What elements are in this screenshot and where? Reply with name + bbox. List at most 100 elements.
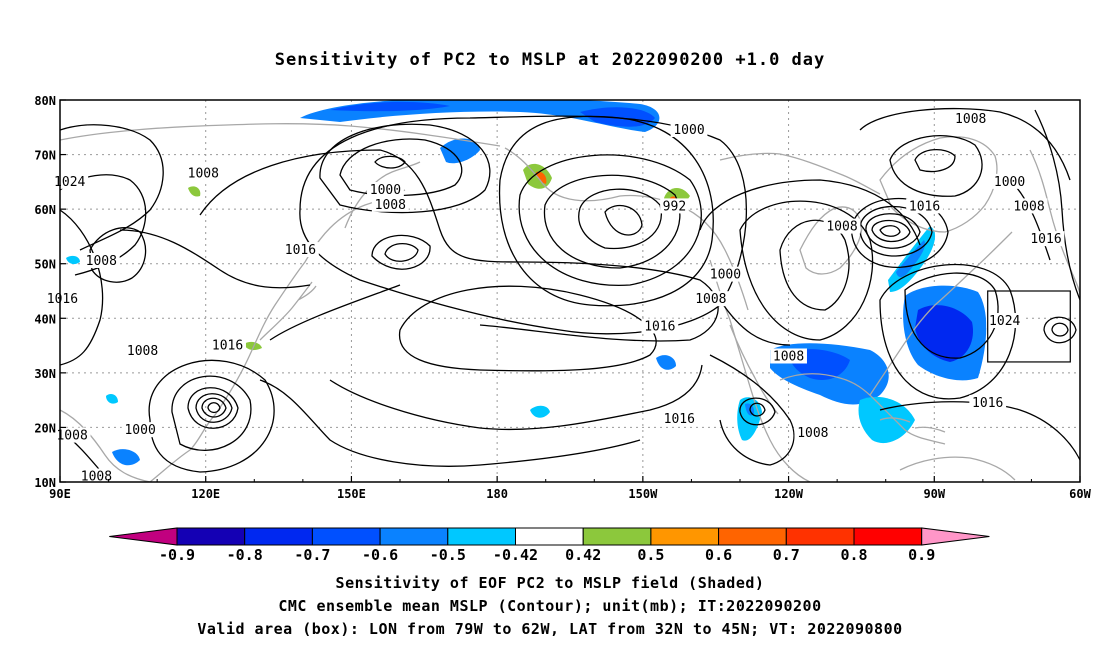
contour-label-bg	[1027, 231, 1065, 247]
shade-labrador-core	[896, 240, 926, 278]
contour-label: 1000	[124, 423, 155, 438]
footer-line-1: Sensitivity of EOF PC2 to MSLP field (Sh…	[335, 574, 765, 592]
contour-typhoon-3	[195, 393, 233, 423]
contour-label: 992	[663, 199, 686, 214]
contour-label-bg	[660, 198, 689, 214]
colorbar-box	[515, 527, 584, 546]
contour-label-bg	[82, 252, 120, 268]
y-tick-label: 40N	[34, 312, 56, 326]
contour-siberian-high-1024	[60, 124, 164, 251]
colorbar-box	[582, 527, 652, 546]
colorbar-label: -0.9	[159, 546, 195, 564]
contour-label: 1016	[1030, 232, 1061, 247]
shade-philippines	[106, 394, 118, 404]
contour-label-bg	[282, 242, 319, 258]
contour-typhoon-1	[207, 402, 221, 414]
colorbar-label: 0.9	[908, 546, 935, 564]
contour-label-bg	[823, 218, 861, 234]
contour-1016-pacific-high	[398, 285, 657, 372]
chart-title: Sensitivity of PC2 to MSLP at 2022090200…	[274, 50, 826, 70]
contour-label-bg	[707, 266, 744, 282]
shade-west-sib	[66, 255, 80, 265]
contour-typhoon-5	[171, 375, 252, 451]
contour-label-bg	[184, 165, 222, 181]
contour-label-bg	[692, 291, 730, 307]
contour-label: 1024	[989, 314, 1020, 329]
contour-label: 1016	[212, 339, 243, 354]
contour-label: 1008	[375, 198, 406, 213]
colorbar-label: 0.8	[840, 546, 867, 564]
contour-label: 1008	[56, 429, 87, 444]
x-axis-ticks: 90E 120E 150E 180 150W 120W 90W 60W	[49, 476, 1092, 501]
contour-central-asia	[119, 229, 311, 289]
contour-label-bg	[991, 173, 1028, 189]
shade-east-pacific	[656, 355, 676, 370]
contour-atlantic-1024	[904, 272, 999, 359]
colorbar-box	[853, 527, 923, 546]
shade-caribbean	[858, 396, 915, 444]
colorbar-box	[650, 527, 720, 546]
colorbar-high-triangle	[921, 527, 990, 546]
colorbar-label: 0.7	[773, 546, 800, 564]
contour-label-bg	[121, 422, 159, 438]
contour-labrador-low-4	[859, 205, 933, 257]
contour-label-bg	[371, 196, 409, 212]
coast-na-gulf	[779, 373, 946, 445]
contour-okhotsk-low-2	[371, 234, 431, 270]
shade-siberia	[440, 138, 480, 164]
mslp-contours	[60, 107, 1080, 482]
contour-label: 1000	[673, 123, 704, 138]
shade-south-china	[112, 449, 140, 466]
colorbar: -0.9 -0.8 -0.7 -0.6 -0.5 -0.42 0.42 0.5 0.6 0.7 0.…	[109, 527, 990, 564]
contour-labrador-low-2	[871, 219, 911, 243]
contour-label-bg	[367, 182, 404, 198]
colorbar-label: -0.7	[294, 546, 330, 564]
contour-label-bg	[78, 468, 115, 484]
contour-na-1008	[699, 179, 921, 346]
colorbar-box	[785, 527, 855, 546]
coast-japan	[259, 281, 317, 341]
contour-bering-low	[604, 204, 643, 236]
shade-arctic-east-core	[330, 101, 450, 112]
x-tick-label: 150E	[337, 487, 366, 501]
y-tick-label: 80N	[34, 94, 56, 108]
colorbar-box	[379, 527, 449, 546]
contour-labrador-low-5	[851, 197, 949, 268]
colorbar-label: 0.42	[565, 546, 601, 564]
contour-typhoon-4	[187, 387, 239, 429]
contour-atlantic-1016	[879, 263, 1017, 400]
contour-mexico-low-2	[739, 397, 776, 426]
contour-label-bg	[1010, 198, 1048, 214]
shade-mexico-pacific	[737, 397, 762, 441]
contour-label: 1024	[54, 175, 85, 190]
contour-azores-1	[1051, 322, 1069, 337]
colorbar-label: -0.5	[430, 546, 466, 564]
contour-label: 1016	[909, 199, 940, 214]
contour-label-bg	[986, 313, 1024, 329]
contour-okhotsk-low	[384, 243, 419, 262]
contour-mexico-1008	[709, 354, 795, 466]
contour-greenland-low-2	[914, 149, 956, 173]
y-tick-label: 60N	[34, 203, 56, 217]
colorbar-label: -0.8	[227, 546, 263, 564]
contour-label-bg	[952, 111, 990, 127]
shade-nw-pacific-green	[244, 341, 262, 351]
contour-label: 1016	[285, 243, 316, 258]
x-tick-label: 180	[486, 487, 508, 501]
contour-label: 1016	[664, 412, 695, 427]
contour-label: 1008	[1013, 199, 1044, 214]
colorbar-label: 0.5	[637, 546, 664, 564]
contour-label: 1000	[710, 268, 741, 283]
colorbar-label: 0.6	[705, 546, 732, 564]
shading-layer	[66, 100, 987, 466]
contour-label: 1016	[972, 396, 1003, 411]
contour-label: 1000	[994, 175, 1025, 190]
colorbar-low-triangle	[109, 527, 178, 546]
contour-label: 1008	[955, 112, 986, 127]
contour-arctic-1008-east	[859, 107, 1071, 181]
contour-label: 1008	[86, 254, 117, 269]
shade-kamchatka-green	[188, 186, 201, 197]
x-tick-label: 60W	[1069, 487, 1091, 501]
shade-atlantic-box-core	[915, 305, 974, 362]
contour-label: 1008	[695, 292, 726, 307]
